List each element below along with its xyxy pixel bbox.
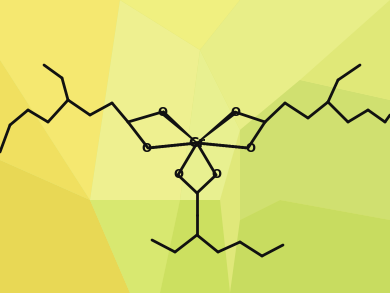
Text: O: O <box>245 142 255 154</box>
Text: O: O <box>173 168 183 181</box>
Polygon shape <box>0 160 130 293</box>
Text: O: O <box>230 105 240 118</box>
Polygon shape <box>160 200 230 293</box>
Polygon shape <box>197 110 237 144</box>
Polygon shape <box>180 50 240 200</box>
Text: O: O <box>211 168 221 181</box>
Polygon shape <box>90 0 200 200</box>
Polygon shape <box>230 200 390 293</box>
Polygon shape <box>240 80 390 220</box>
Text: O: O <box>157 105 167 118</box>
Polygon shape <box>0 60 90 200</box>
Polygon shape <box>120 0 240 50</box>
Polygon shape <box>90 200 180 293</box>
Text: Cr: Cr <box>188 136 206 150</box>
Polygon shape <box>160 110 197 144</box>
Polygon shape <box>200 0 390 130</box>
Text: O: O <box>141 142 151 154</box>
Polygon shape <box>0 0 120 200</box>
Polygon shape <box>300 0 390 100</box>
